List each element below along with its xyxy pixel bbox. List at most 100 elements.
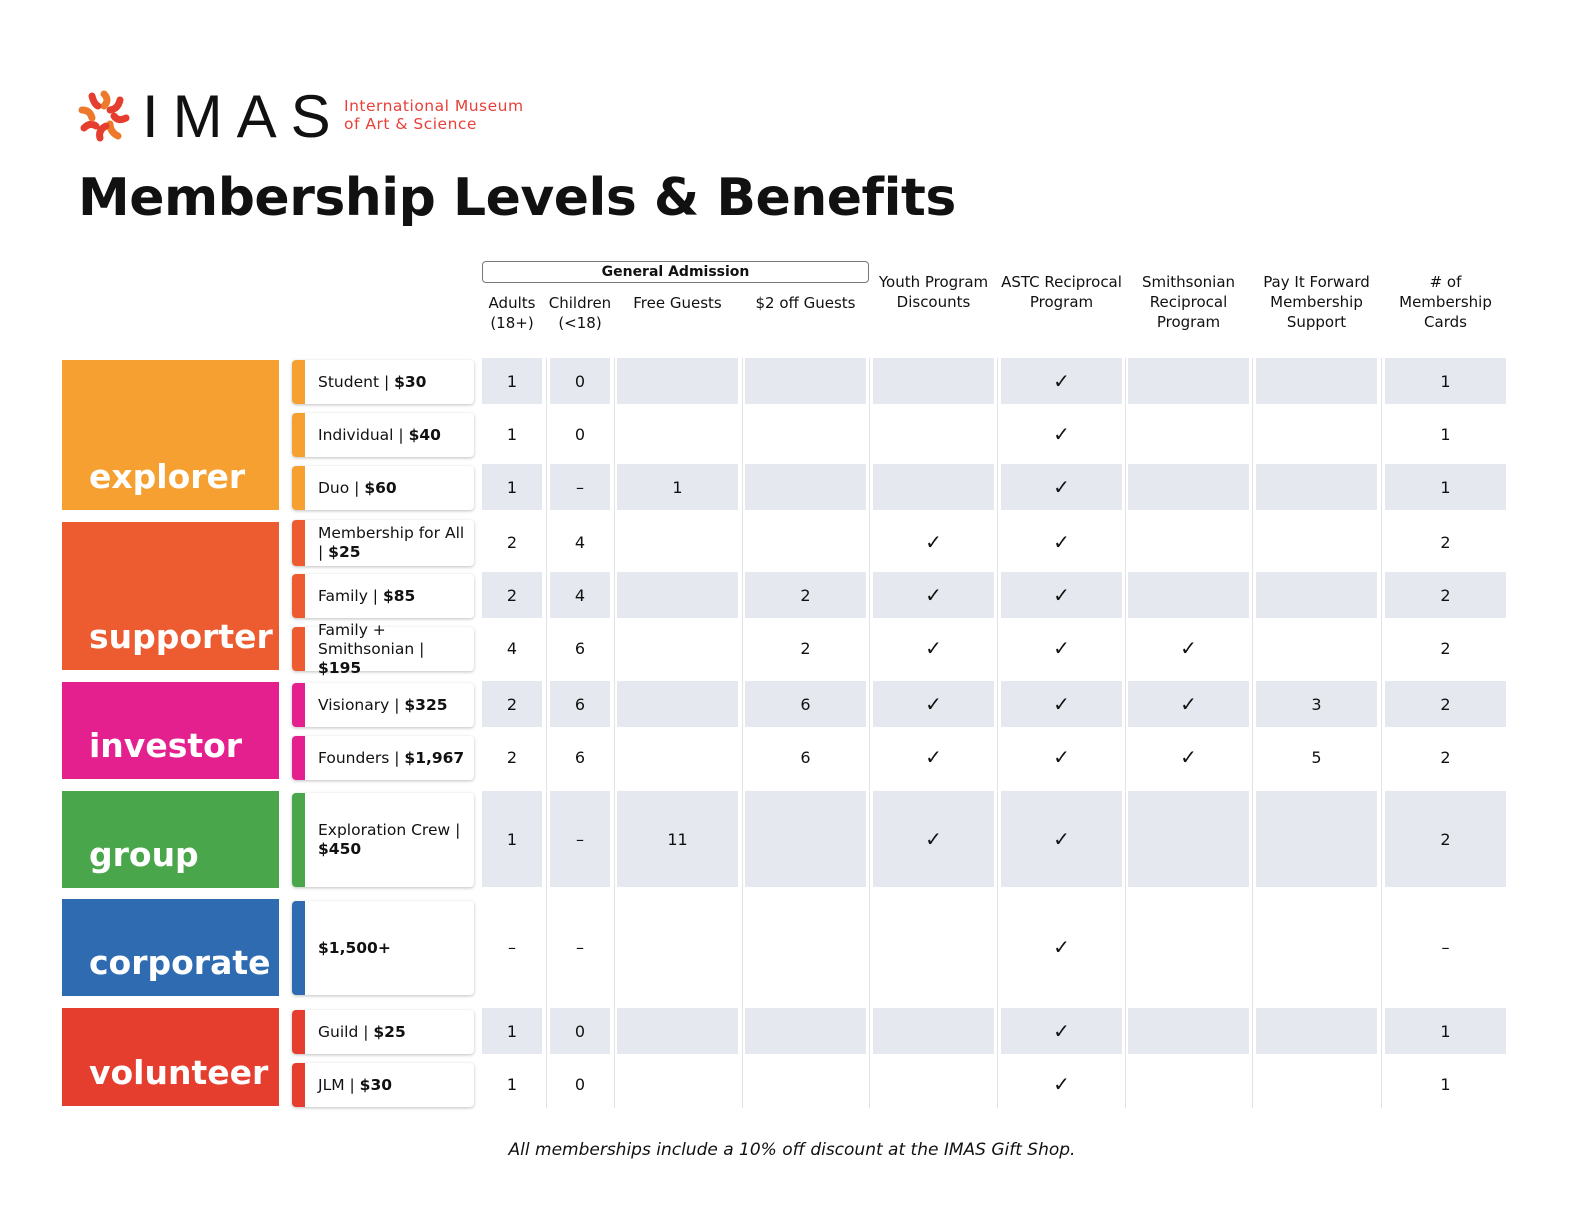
table-cell: –: [576, 937, 584, 957]
level-color-bar: [292, 793, 305, 887]
level-color-bar: [292, 466, 305, 510]
table-cell: [745, 464, 866, 510]
checkmark-icon: ✓: [1053, 636, 1070, 660]
table-cell: 2: [800, 638, 811, 658]
column-divider: [997, 358, 998, 1108]
level-color-bar: [292, 901, 305, 995]
logo-wordmark: IMAS: [142, 83, 345, 150]
checkmark-icon: ✓: [873, 791, 994, 887]
table-cell: 1: [1440, 1074, 1451, 1094]
table-cell: 2: [506, 747, 518, 767]
table-cell: [617, 518, 738, 566]
level-label: Founders | $1,967: [292, 736, 474, 780]
table-cell: 2: [482, 572, 542, 618]
table-cell: [1256, 464, 1377, 510]
table-cell: 0: [550, 358, 610, 404]
table-cell: [1256, 625, 1377, 671]
logo-subtitle: International Museum of Art & Science: [344, 97, 524, 133]
column-divider: [1125, 358, 1126, 1108]
table-cell: [1256, 791, 1377, 887]
checkmark-icon: ✓: [873, 681, 994, 727]
checkmark-icon: ✓: [1001, 681, 1122, 727]
column-header: ASTC Reciprocal Program: [1001, 273, 1122, 311]
table-cell: 1: [1385, 464, 1506, 510]
table-cell: 3: [1256, 681, 1377, 727]
table-cell: [1256, 1008, 1377, 1054]
checkmark-icon: ✓: [925, 636, 942, 660]
table-cell: [873, 411, 994, 457]
general-admission-header: General Admission: [482, 261, 869, 283]
level-name: Duo |: [318, 478, 365, 497]
page-title: Membership Levels & Benefits: [78, 168, 956, 228]
level-name: Exploration Crew |: [318, 821, 461, 839]
table-cell: 6: [550, 681, 610, 727]
column-divider: [1252, 358, 1253, 1108]
table-cell: 1: [506, 424, 518, 444]
level-name: Founders |: [318, 748, 405, 767]
table-cell: 6: [574, 747, 586, 767]
checkmark-icon: ✓: [925, 745, 942, 769]
level-label: JLM | $30: [292, 1063, 474, 1107]
table-cell: 2: [745, 572, 866, 618]
column-header: Smithsonian Reciprocal Program: [1141, 273, 1236, 331]
table-cell: 5: [1311, 747, 1322, 767]
level-price: $40: [408, 425, 441, 444]
table-cell: [1256, 358, 1377, 404]
group-corporate: corporate: [62, 899, 279, 996]
level-label: Individual | $40: [292, 413, 474, 457]
group-supporter: supporter: [62, 522, 279, 670]
table-cell: 4: [574, 532, 586, 552]
table-cell: [1256, 899, 1377, 995]
table-cell: 4: [506, 638, 518, 658]
checkmark-icon: ✓: [1053, 745, 1070, 769]
checkmark-icon: ✓: [1180, 636, 1197, 660]
table-cell: 1: [482, 791, 542, 887]
table-cell: 6: [800, 747, 811, 767]
checkmark-icon: ✓: [1001, 572, 1122, 618]
level-name: Individual |: [318, 425, 409, 444]
table-cell: 1: [1385, 1008, 1506, 1054]
table-cell: [873, 358, 994, 404]
level-color-bar: [292, 1063, 305, 1107]
table-cell: [1128, 464, 1249, 510]
checkmark-icon: ✓: [1180, 745, 1197, 769]
table-cell: [1128, 358, 1249, 404]
level-label: Duo | $60: [292, 466, 474, 510]
level-color-bar: [292, 360, 305, 404]
table-cell: [1256, 572, 1377, 618]
column-divider: [546, 358, 547, 1108]
table-cell: –: [1441, 937, 1450, 957]
checkmark-icon: ✓: [1001, 358, 1122, 404]
footnote: All memberships include a 10% off discou…: [508, 1140, 1076, 1160]
table-cell: 2: [1440, 532, 1451, 552]
table-cell: [873, 899, 994, 995]
logo-subtitle-line1: International Museum: [344, 97, 524, 115]
level-price: $1,967: [404, 748, 465, 767]
level-price: $1,500+: [318, 938, 391, 957]
level-label: Exploration Crew | $450: [292, 793, 474, 887]
level-price: $450: [318, 840, 362, 858]
table-cell: [617, 411, 738, 457]
level-name: Family + Smithsonian |: [318, 620, 425, 658]
column-header: Adults (18+): [488, 294, 536, 332]
table-cell: [1128, 1008, 1249, 1054]
table-cell: 1: [1385, 358, 1506, 404]
level-color-bar: [292, 683, 305, 727]
level-price: $30: [359, 1075, 393, 1094]
level-color-bar: [292, 574, 305, 618]
level-name: Visionary |: [318, 695, 405, 714]
table-cell: [873, 1008, 994, 1054]
table-cell: [873, 1061, 994, 1107]
level-price: $60: [364, 478, 397, 497]
table-cell: –: [550, 791, 610, 887]
level-name: JLM |: [318, 1075, 360, 1094]
table-cell: [1128, 899, 1249, 995]
table-cell: 1: [482, 1008, 542, 1054]
table-cell: [745, 899, 866, 995]
table-cell: [617, 899, 738, 995]
checkmark-icon: ✓: [1001, 464, 1122, 510]
checkmark-icon: ✓: [1001, 791, 1122, 887]
group-investor: investor: [62, 682, 279, 779]
table-cell: [1128, 411, 1249, 457]
table-cell: 2: [1385, 791, 1506, 887]
